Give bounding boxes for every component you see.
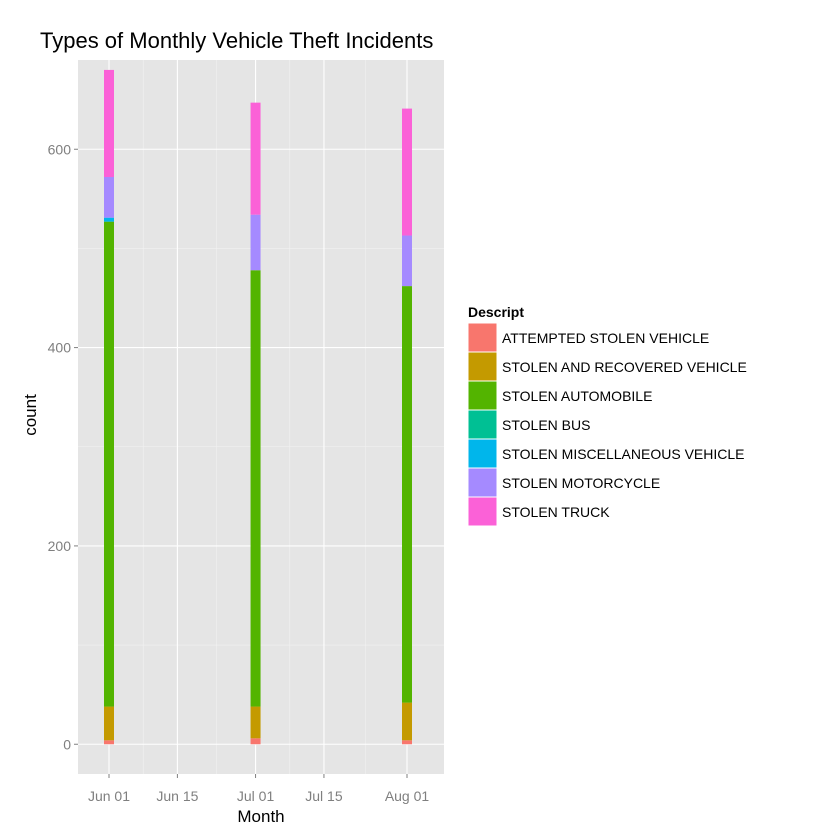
legend-key-stolen-miscellaneous-vehicle bbox=[467, 438, 498, 469]
bar-segment-stolen-miscellaneous-vehicle-jun-01 bbox=[104, 217, 114, 222]
y-tick-label: 0 bbox=[63, 736, 71, 752]
legend-label: ATTEMPTED STOLEN VEHICLE bbox=[502, 330, 709, 346]
legend-label: STOLEN MOTORCYCLE bbox=[502, 475, 660, 491]
x-axis-title: Month bbox=[237, 807, 284, 826]
bar-segment-stolen-truck-aug-01 bbox=[402, 108, 412, 236]
bar-segment-stolen-and-recovered-vehicle-jul-01 bbox=[250, 706, 261, 739]
bar-segment-stolen-automobile-jun-01 bbox=[104, 221, 114, 707]
legend-label: STOLEN BUS bbox=[502, 417, 590, 433]
legend-key-stolen-truck bbox=[467, 496, 498, 527]
bar-segment-stolen-automobile-aug-01 bbox=[402, 286, 412, 703]
legend-items: ATTEMPTED STOLEN VEHICLE STOLEN AND RECOV… bbox=[467, 322, 747, 527]
x-tick-label: Jul 15 bbox=[305, 788, 343, 804]
bar-segment-stolen-and-recovered-vehicle-jun-01 bbox=[104, 706, 114, 741]
legend-key-stolen-and-recovered-vehicle bbox=[467, 351, 498, 382]
bar-segment-attempted-stolen-vehicle-jul-01 bbox=[250, 738, 261, 745]
legend-title: Descript bbox=[468, 304, 524, 320]
legend-label: STOLEN AUTOMOBILE bbox=[502, 388, 652, 404]
y-tick-label: 400 bbox=[48, 340, 72, 356]
legend-key-stolen-automobile bbox=[467, 380, 498, 411]
bar-segment-stolen-motorcycle-jul-01 bbox=[250, 214, 261, 271]
x-tick-label: Jun 01 bbox=[88, 788, 130, 804]
y-tick-label: 600 bbox=[48, 141, 72, 157]
bar-segment-stolen-automobile-jul-01 bbox=[250, 270, 261, 707]
legend-key-attempted-stolen-vehicle bbox=[467, 322, 498, 353]
legend-key-stolen-motorcycle bbox=[467, 467, 498, 498]
y-axis-title: count bbox=[21, 394, 40, 436]
bar-segment-stolen-and-recovered-vehicle-aug-01 bbox=[402, 702, 412, 741]
bar-segment-stolen-truck-jun-01 bbox=[104, 69, 114, 178]
bar-segment-stolen-motorcycle-jun-01 bbox=[104, 177, 114, 218]
bar-segment-stolen-truck-jul-01 bbox=[250, 102, 261, 215]
y-axis-ticks: 0 200 400 600 bbox=[48, 141, 78, 752]
x-axis-ticks: Jun 01 Jun 15 Jul 01 Jul 15 Aug 01 bbox=[88, 774, 429, 804]
legend: Descript ATTEMPTED STOLEN VEHICLE STOLEN … bbox=[467, 304, 747, 527]
bars bbox=[104, 69, 412, 745]
y-tick-label: 200 bbox=[48, 538, 72, 554]
legend-label: STOLEN TRUCK bbox=[502, 504, 610, 520]
x-tick-label: Aug 01 bbox=[385, 788, 430, 804]
bar-segment-stolen-motorcycle-aug-01 bbox=[402, 235, 412, 287]
bar-segment-attempted-stolen-vehicle-aug-01 bbox=[402, 740, 412, 745]
x-tick-label: Jun 15 bbox=[156, 788, 198, 804]
bar-segment-attempted-stolen-vehicle-jun-01 bbox=[104, 740, 114, 745]
legend-label: STOLEN MISCELLANEOUS VEHICLE bbox=[502, 446, 744, 462]
legend-label: STOLEN AND RECOVERED VEHICLE bbox=[502, 359, 747, 375]
legend-key-stolen-bus bbox=[467, 409, 498, 440]
chart-title: Types of Monthly Vehicle Theft Incidents bbox=[40, 28, 433, 53]
plot-panel bbox=[78, 60, 444, 774]
x-tick-label: Jul 01 bbox=[237, 788, 275, 804]
